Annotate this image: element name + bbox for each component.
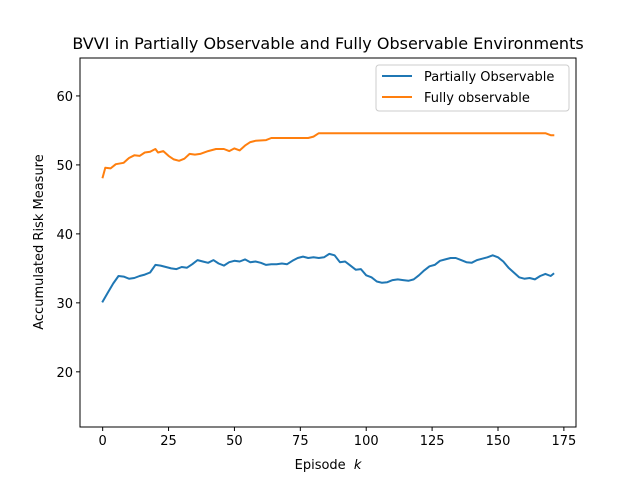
series-line-fully-observable: [101, 132, 555, 179]
legend-label-partially-observable: Partially Observable: [424, 70, 554, 85]
plot-area-frame: [79, 57, 577, 428]
x-axis-label: Episode k: [295, 458, 362, 473]
series-line-partially-observable: [101, 252, 555, 303]
x-tick-label: 100: [354, 434, 379, 449]
legend-label-fully-observable: Fully observable: [424, 91, 530, 106]
x-tick-label: 150: [486, 434, 511, 449]
y-tick-label: 20: [56, 366, 73, 381]
x-tick-label: 0: [99, 434, 107, 449]
legend-box: [375, 64, 570, 112]
y-tick-label: 50: [56, 159, 73, 174]
x-axis-label-variable: k: [354, 458, 362, 473]
x-axis-label-text: Episode: [295, 458, 346, 473]
y-tick-label: 40: [56, 228, 73, 243]
legend: Partially Observable Fully observable: [375, 64, 570, 112]
y-tick-label: 60: [56, 90, 73, 105]
x-tick-label: 50: [226, 434, 243, 449]
y-tick-label: 30: [56, 297, 73, 312]
axis-ticks: 0 25 50 75 100 125 150 175 20 30 40 50 60: [56, 90, 576, 449]
x-tick-label: 75: [292, 434, 309, 449]
x-tick-label: 25: [160, 434, 177, 449]
series-lines: [101, 132, 555, 303]
x-tick-label: 125: [420, 434, 445, 449]
x-tick-label: 175: [551, 434, 576, 449]
chart-title: BVVI in Partially Observable and Fully O…: [72, 34, 583, 53]
y-axis-label: Accumulated Risk Measure: [32, 154, 47, 330]
